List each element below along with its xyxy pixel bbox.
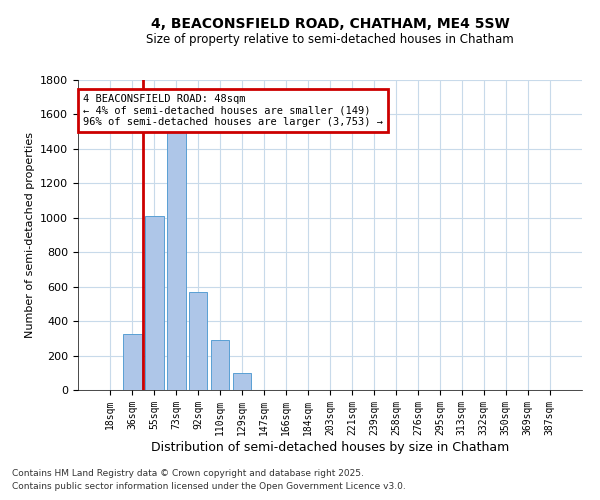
Bar bbox=[145, 216, 164, 390]
Y-axis label: Number of semi-detached properties: Number of semi-detached properties bbox=[25, 132, 35, 338]
Text: Contains HM Land Registry data © Crown copyright and database right 2025.: Contains HM Land Registry data © Crown c… bbox=[12, 468, 364, 477]
Bar bbox=[167, 126, 185, 390]
Text: Size of property relative to semi-detached houses in Chatham: Size of property relative to semi-detach… bbox=[146, 32, 514, 46]
X-axis label: Distribution of semi-detached houses by size in Chatham: Distribution of semi-detached houses by … bbox=[151, 440, 509, 454]
Text: Contains public sector information licensed under the Open Government Licence v3: Contains public sector information licen… bbox=[12, 482, 406, 491]
Bar bbox=[189, 292, 208, 390]
Bar bbox=[233, 373, 251, 390]
Bar bbox=[123, 334, 142, 390]
Bar bbox=[211, 340, 229, 390]
Text: 4 BEACONSFIELD ROAD: 48sqm
← 4% of semi-detached houses are smaller (149)
96% of: 4 BEACONSFIELD ROAD: 48sqm ← 4% of semi-… bbox=[83, 94, 383, 127]
Text: 4, BEACONSFIELD ROAD, CHATHAM, ME4 5SW: 4, BEACONSFIELD ROAD, CHATHAM, ME4 5SW bbox=[151, 18, 509, 32]
